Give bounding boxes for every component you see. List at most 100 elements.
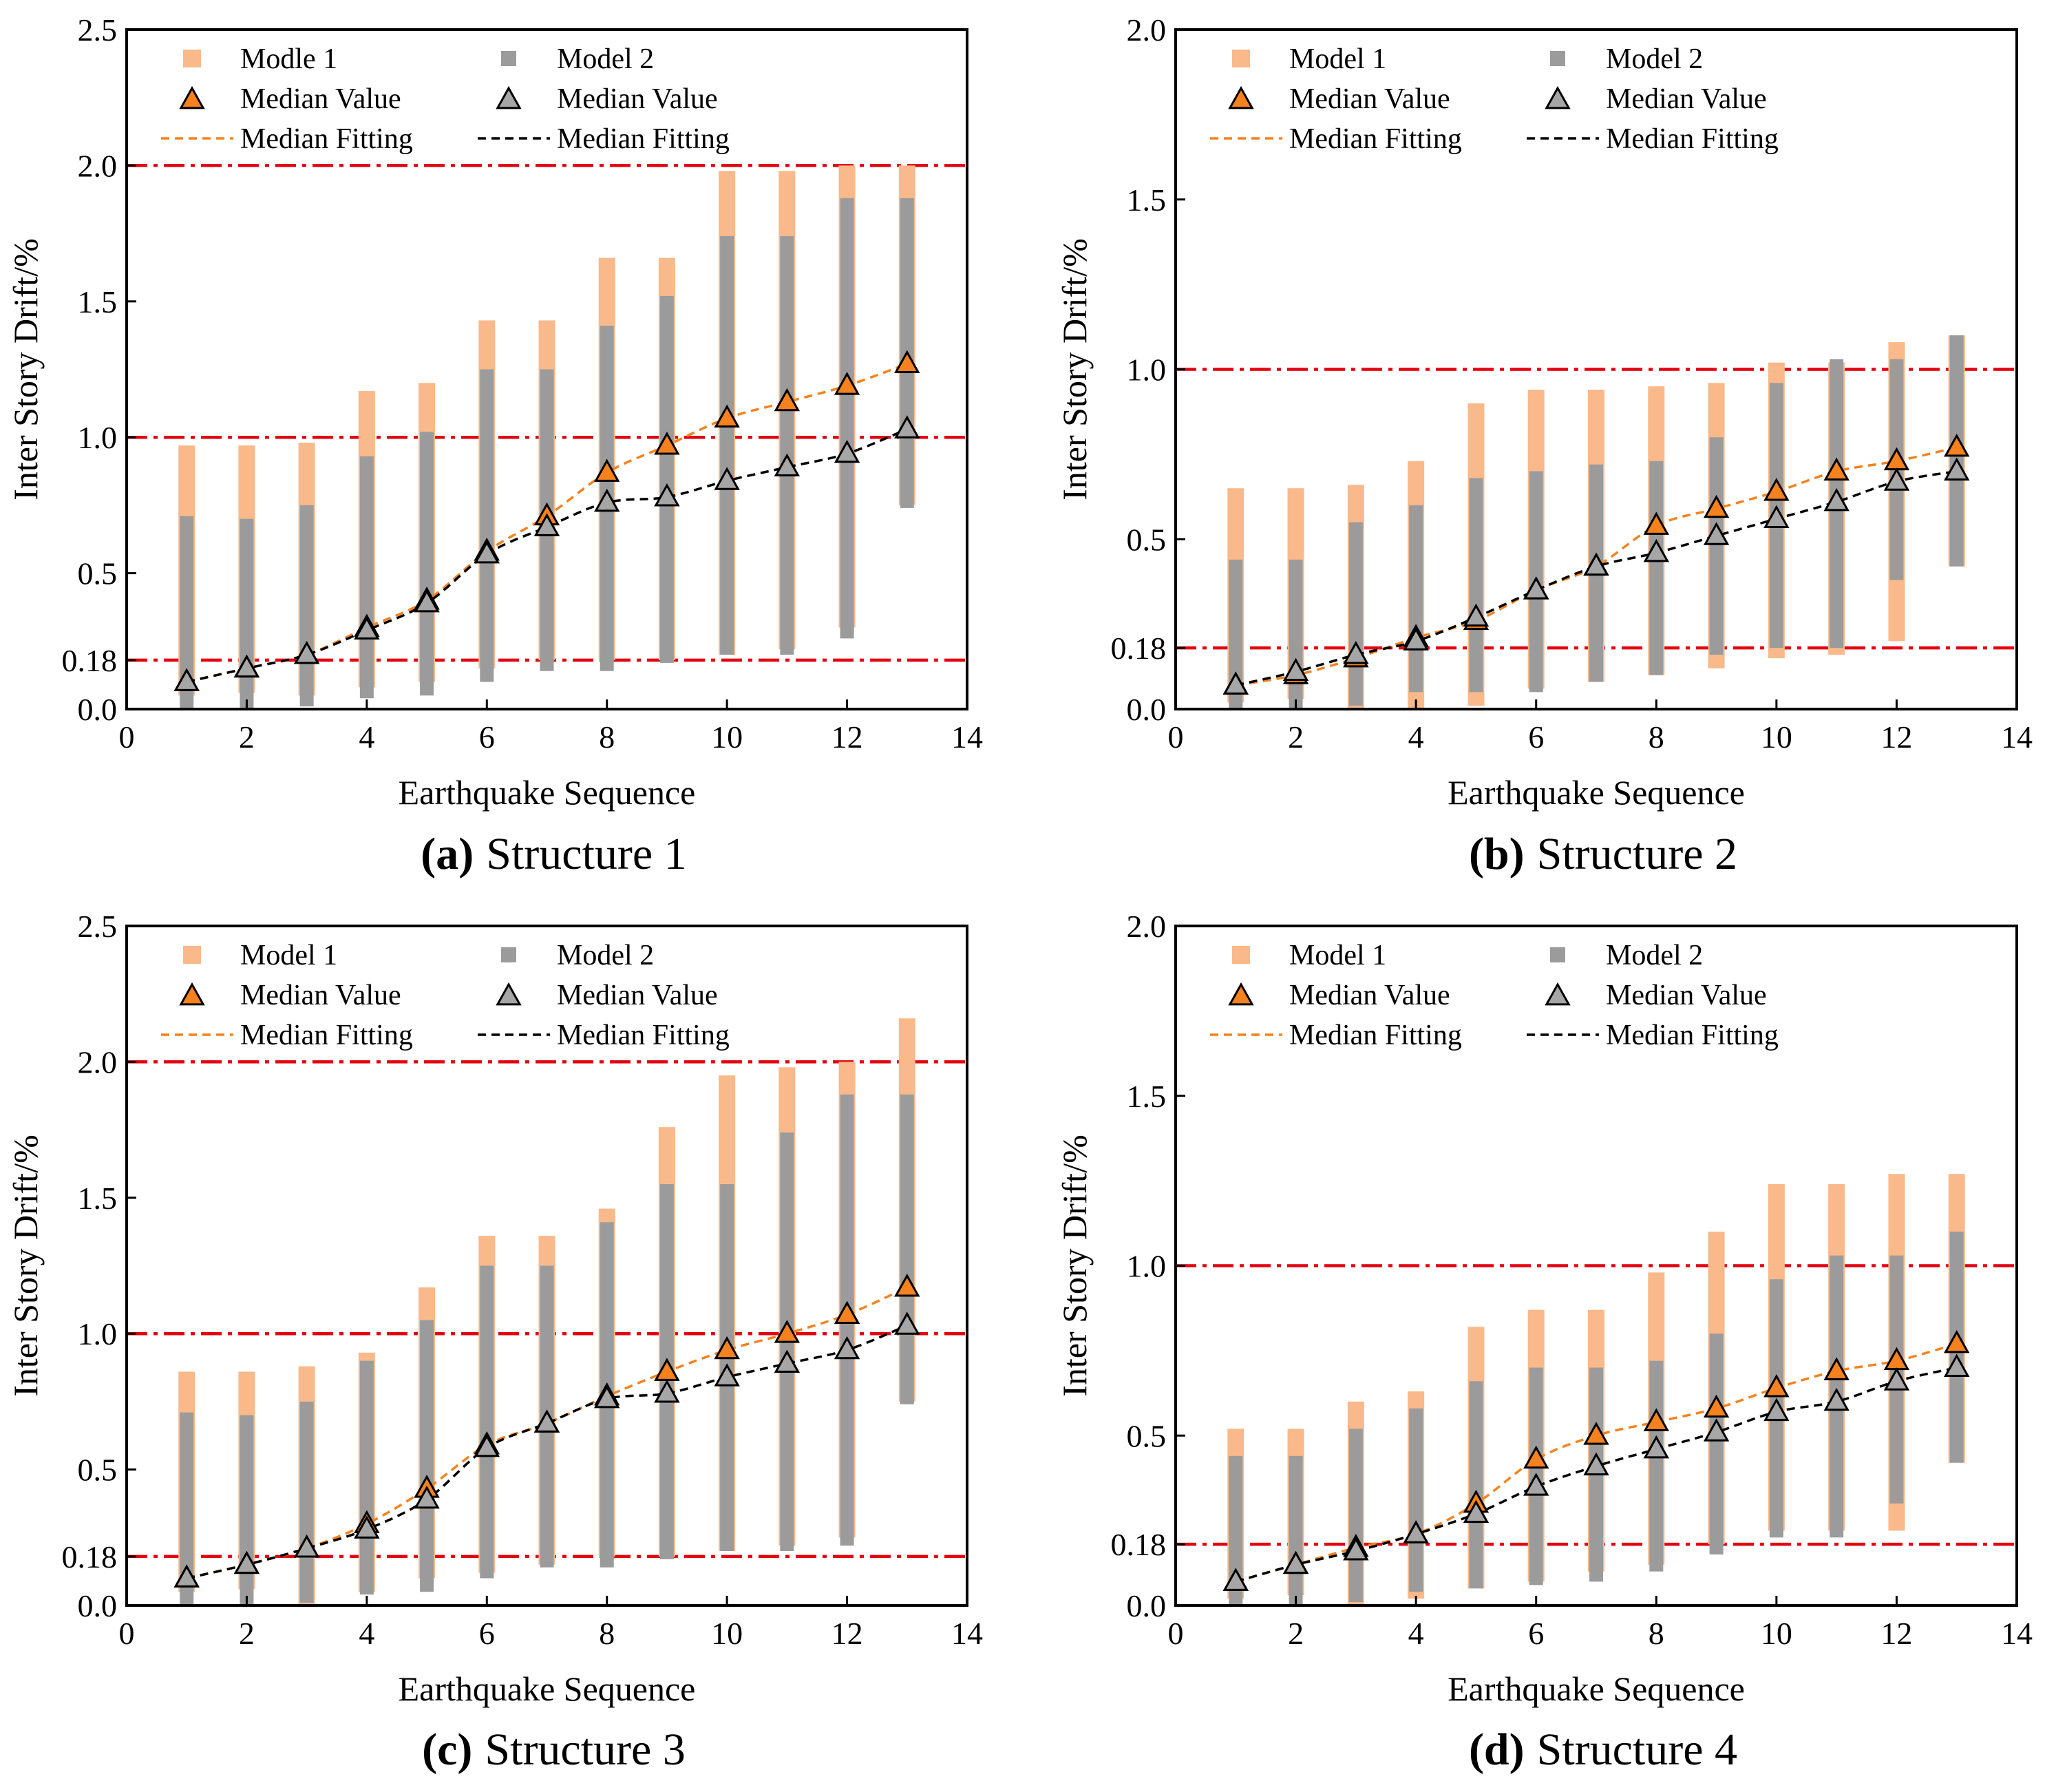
model2-median-point [1763, 1398, 1790, 1422]
model2-median-point [354, 1515, 380, 1539]
model2-median-point [894, 415, 920, 439]
model1-median-point [834, 372, 860, 395]
legend-model2-swatch [1550, 947, 1565, 962]
caption-label: (d) [1469, 1725, 1525, 1775]
x-axis-title: Earthquake Sequence [1448, 1669, 1745, 1708]
y-tick-label: 0.5 [1127, 1418, 1167, 1453]
model2-median-point [233, 654, 260, 678]
model1-median-point [894, 350, 920, 374]
model2-range-bar [240, 518, 254, 709]
model2-median-point [834, 1336, 860, 1360]
legend-model1-label: Modle 1 [240, 43, 337, 75]
chart-panel-b: 0 2 4 6 8 10 12 14 0.0 0.18 0.5 1.0 1.5 2.0 Earthquake… [1055, 12, 2033, 879]
y-tick-label: 1.5 [1127, 182, 1167, 218]
chart-panel-a: 0 2 4 6 8 10 12 14 0.0 0.18 0.5 1.0 1.5 2.0 2.5 Earthqu… [6, 12, 983, 879]
x-tick-label: 10 [711, 719, 743, 755]
x-tick-label: 14 [951, 719, 983, 755]
panel-caption: (a) Structure 1 [421, 829, 686, 879]
caption-text: Structure 2 [1537, 829, 1737, 879]
model2-median-point [654, 1379, 680, 1403]
legend: Model 1 Model 2 Median Value Median Value Me… [1210, 43, 1779, 155]
legend-model1-label: Model 1 [1289, 43, 1386, 75]
model1-median-point [594, 458, 620, 482]
model2-median-point [774, 1349, 801, 1373]
legend-fit1-label: Median Fitting [240, 1020, 413, 1051]
model1-median-point [1703, 1394, 1730, 1418]
model2-range-bar [1229, 559, 1243, 709]
model2-median-point [1583, 1452, 1609, 1476]
model2-range-bar [900, 1094, 914, 1404]
model2-median-point [293, 1535, 320, 1558]
caption-label: (a) [421, 829, 474, 879]
model2-median-point [1222, 671, 1249, 695]
model2-range-bar [1709, 1334, 1724, 1554]
x-tick-label: 8 [599, 719, 615, 755]
y-axis-title: Inter Story Drift/% [6, 238, 45, 500]
model2-median-point [1643, 538, 1669, 562]
legend: Modle 1 Model 2 Median Value Median Value Me… [161, 43, 730, 155]
x-tick-label: 0 [119, 719, 135, 755]
x-tick-label: 12 [831, 1616, 863, 1651]
model2-range-bar [1409, 505, 1423, 693]
panel-caption: (c) Structure 3 [422, 1725, 686, 1775]
y-tick-label: 0.0 [78, 692, 118, 727]
model2-median-point [1463, 603, 1490, 627]
x-tick-label: 12 [1880, 719, 1912, 755]
x-tick-label: 2 [239, 1616, 255, 1651]
model2-median-point [414, 1485, 440, 1509]
model2-range-bar [299, 505, 314, 707]
x-axis-title: Earthquake Sequence [399, 1669, 696, 1708]
model2-range-bar [180, 516, 194, 709]
model2-range-bar [480, 369, 494, 682]
model1-median-point [1523, 1445, 1549, 1469]
y-tick-label: 2.5 [78, 12, 118, 48]
y-tick-label: 0.18 [62, 1539, 118, 1574]
y-tick-label: 0.18 [1111, 631, 1167, 666]
model2-range-bar [1289, 559, 1303, 709]
legend-model2-swatch [1550, 51, 1565, 66]
model1-median-point [1944, 1329, 1970, 1353]
x-tick-label: 6 [1528, 719, 1544, 755]
legend-model1-label: Model 1 [240, 940, 337, 971]
legend-median1-marker [1228, 982, 1254, 1006]
x-tick-label: 2 [1288, 719, 1304, 755]
legend-median1-marker [1228, 85, 1254, 109]
model2-range-bar [1348, 522, 1363, 706]
model2-median-point [1944, 457, 1970, 481]
model2-median-point [474, 540, 500, 564]
model2-median-point [1523, 1473, 1549, 1496]
model2-median-point [894, 1311, 920, 1335]
x-tick-label: 4 [359, 719, 374, 755]
model2-range-bar [480, 1265, 494, 1579]
caption-text: Structure 4 [1537, 1725, 1737, 1775]
x-tick-label: 6 [479, 719, 495, 755]
x-axis-title: Earthquake Sequence [399, 773, 696, 812]
model1-median-point [1763, 1374, 1790, 1398]
legend-fit2-label: Median Fitting [1606, 1020, 1779, 1051]
model1-median-point [774, 388, 801, 412]
model2-range-bar [1409, 1408, 1423, 1592]
x-tick-label: 12 [831, 719, 863, 755]
model2-range-bar [720, 236, 734, 655]
y-tick-label: 1.0 [1127, 1249, 1167, 1284]
model2-median-point [474, 1433, 500, 1457]
y-tick-label: 0.5 [78, 1453, 118, 1488]
y-tick-label: 2.5 [78, 909, 118, 944]
model2-median-point [1403, 1520, 1429, 1543]
model2-median-point [654, 483, 680, 507]
caption-label: (c) [422, 1725, 472, 1775]
model2-median-point [533, 513, 560, 536]
model1-median-point [1944, 433, 1970, 457]
caption-text: Structure 1 [486, 829, 686, 879]
panel-caption: (b) Structure 2 [1469, 829, 1737, 879]
x-tick-label: 0 [1168, 1616, 1184, 1651]
model2-median-point [714, 467, 740, 490]
model2-median-point [1883, 467, 1910, 491]
model2-range-bar [1348, 1429, 1363, 1603]
model1-median-point [714, 404, 740, 428]
y-tick-label: 0.5 [78, 556, 118, 591]
x-tick-label: 2 [239, 719, 255, 755]
model2-median-point [533, 1409, 560, 1433]
model2-range-bar [240, 1415, 254, 1605]
y-tick-label: 1.0 [78, 1316, 118, 1351]
